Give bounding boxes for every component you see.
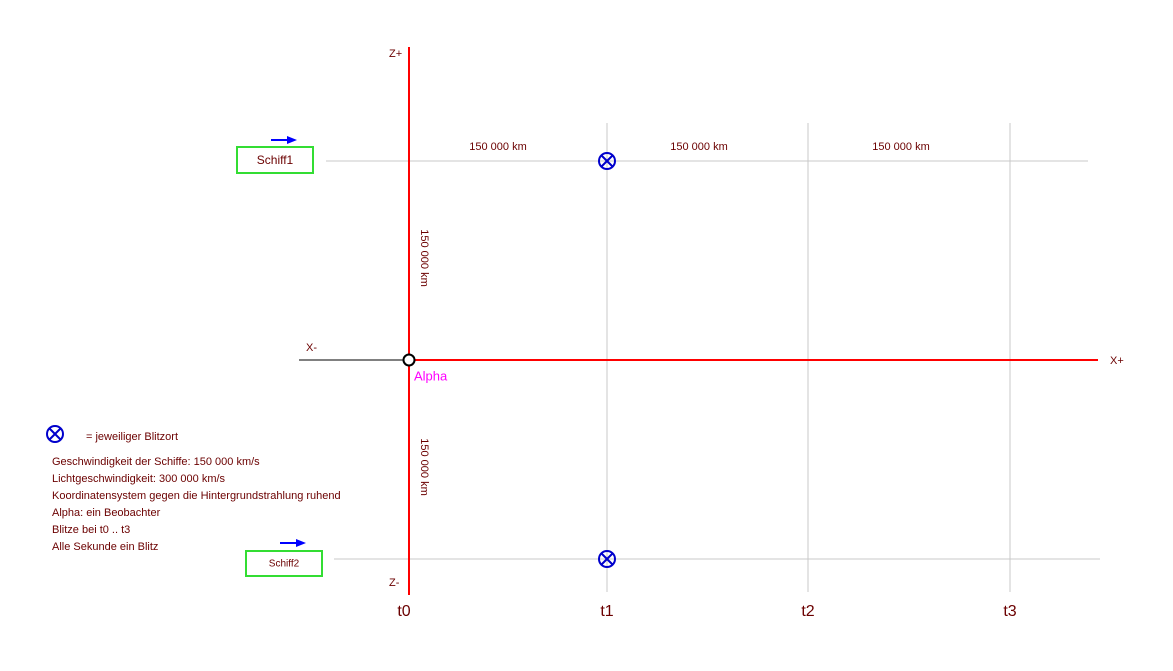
- distance-label: 150 000 km: [469, 141, 526, 153]
- time-label: t2: [801, 603, 814, 620]
- time-label: t0: [397, 603, 410, 620]
- observer-marker: [402, 353, 416, 367]
- axis-label: Z-: [389, 577, 400, 589]
- direction-arrow: [270, 135, 298, 145]
- note-line: Koordinatensystem gegen die Hintergrunds…: [52, 490, 341, 502]
- ship-label: Schiff2: [269, 559, 300, 570]
- ship-box: [236, 146, 314, 174]
- time-label: t1: [600, 603, 613, 620]
- axis-label: X-: [306, 342, 317, 354]
- legend-text: = jeweiliger Blitzort: [86, 431, 178, 443]
- ship-box: [245, 550, 323, 577]
- note-line: Lichtgeschwindigkeit: 300 000 km/s: [52, 473, 226, 485]
- distance-label: 150 000 km: [418, 438, 430, 495]
- axis-label: X+: [1110, 355, 1124, 367]
- observer-label: Alpha: [414, 368, 448, 383]
- direction-arrow: [279, 538, 307, 548]
- note-line: Blitze bei t0 .. t3: [52, 524, 130, 536]
- distance-label: 150 000 km: [670, 141, 727, 153]
- ship-label: Schiff1: [257, 153, 294, 167]
- axis-label: Z+: [389, 48, 402, 60]
- note-line: Alle Sekunde ein Blitz: [52, 541, 158, 553]
- distance-label: 150 000 km: [418, 229, 430, 286]
- notes: Geschwindigkeit der Schiffe: 150 000 km/…: [52, 456, 341, 553]
- note-line: Geschwindigkeit der Schiffe: 150 000 km/…: [52, 456, 260, 468]
- distance-label: 150 000 km: [872, 141, 929, 153]
- note-line: Alpha: ein Beobachter: [52, 507, 161, 519]
- time-label: t3: [1003, 603, 1016, 620]
- legend-marker: [46, 425, 64, 443]
